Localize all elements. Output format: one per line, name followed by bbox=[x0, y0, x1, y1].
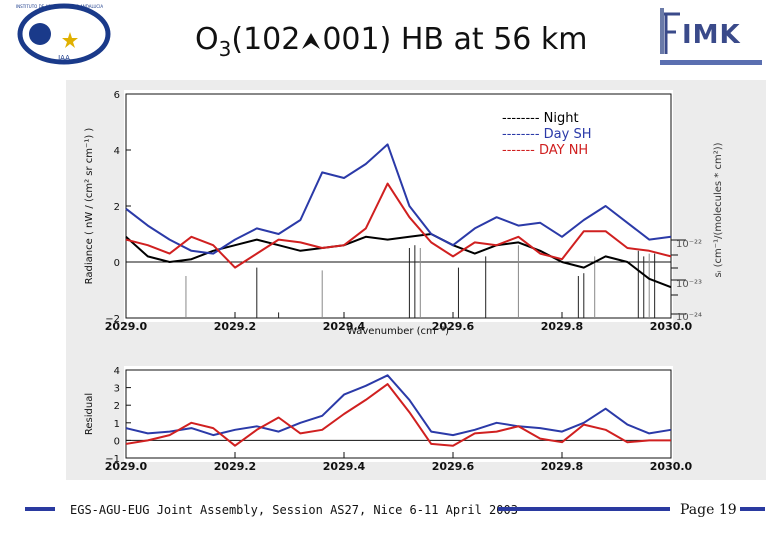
x-axis-label: Wavenumber (cm⁻¹) bbox=[347, 326, 449, 337]
y2-tick-label: 10⁻²³ bbox=[676, 279, 702, 290]
title-band-a: (102 bbox=[231, 22, 301, 57]
y-tick-label: 4 bbox=[114, 146, 120, 157]
footer-rule-left bbox=[25, 507, 55, 511]
iaa-logo: IAA INSTITUTO DE ASTROFISICA DE ANDALUCI… bbox=[6, 2, 112, 72]
x-tick-label: 2029.2 bbox=[214, 320, 256, 333]
y-tick-label: 0 bbox=[114, 436, 120, 447]
y-axis-label: Residual bbox=[84, 393, 95, 435]
y-tick-label: −1 bbox=[105, 454, 120, 465]
x-tick-label: 2029.4 bbox=[323, 320, 366, 333]
footer-citation: EGS-AGU-EUG Joint Assembly, Session AS27… bbox=[70, 503, 518, 517]
planet-icon bbox=[29, 23, 51, 45]
page-number: Page 19 bbox=[680, 502, 737, 518]
series-line-day-nh bbox=[125, 182, 672, 269]
imk-logo-underline bbox=[660, 60, 762, 65]
y-tick-label: 2 bbox=[114, 401, 120, 412]
plot-frame-1 bbox=[125, 369, 672, 459]
plot-background-1 bbox=[124, 366, 673, 462]
y-tick-label: −2 bbox=[105, 314, 120, 325]
legend-entry: -------- Day SH bbox=[502, 127, 592, 142]
imk-logo-frame bbox=[660, 8, 764, 54]
page-title: O3(102 001) HB at 56 km bbox=[195, 22, 588, 61]
legend-entry: ------- DAY NH bbox=[502, 143, 588, 158]
imk-f-icon bbox=[664, 12, 680, 54]
iaa-logo-caption: INSTITUTO DE ASTROFISICA DE ANDALUCIA bbox=[16, 4, 103, 9]
y-tick-label: 1 bbox=[114, 419, 120, 430]
plot-background-0 bbox=[124, 90, 673, 322]
x-tick-label: 2029.2 bbox=[214, 460, 256, 473]
title-band-b: 001) HB at 56 km bbox=[322, 22, 588, 57]
y-axis-label: Radiance ( nW / (cm² sr cm⁻¹) ) bbox=[84, 128, 95, 285]
y-tick-label: 0 bbox=[114, 258, 120, 269]
chart-canvas: 2029.0 2029.2 2029.4 2029.6 2029.8 2030.0 −2 0 2… bbox=[84, 90, 724, 473]
y2-axis-label: sᵢ (cm⁻¹/(molecules * cm²)) bbox=[713, 142, 724, 277]
title-molecule: O bbox=[195, 22, 219, 57]
chart-panel: 2029.0 2029.2 2029.4 2029.6 2029.8 2030.0 −2 0 2… bbox=[66, 80, 766, 480]
transition-arrow-icon bbox=[302, 32, 321, 49]
y-tick-label: 2 bbox=[114, 202, 120, 213]
legend-entry: -------- Night bbox=[502, 111, 579, 126]
y-tick-label: 4 bbox=[114, 366, 120, 377]
x-tick-label: 2030.0 bbox=[650, 320, 693, 333]
x-tick-label: 2029.4 bbox=[323, 460, 366, 473]
series-line-day-nh bbox=[125, 383, 671, 447]
title-subscript: 3 bbox=[218, 37, 232, 61]
y2-tick-label: 10⁻²² bbox=[676, 239, 702, 250]
x-tick-label: 2029.6 bbox=[432, 320, 475, 333]
imk-logo-text: IMK bbox=[682, 20, 741, 50]
footer-rule-right bbox=[740, 507, 765, 511]
iaa-logo-graphic: IAA INSTITUTO DE ASTROFISICA DE ANDALUCI… bbox=[16, 3, 111, 65]
x-tick-label: 2029.0 bbox=[105, 460, 148, 473]
series-line-day-sh bbox=[125, 374, 672, 437]
footer-rule-middle bbox=[498, 507, 670, 511]
x-tick-label: 2030.0 bbox=[650, 460, 693, 473]
y-tick-label: 3 bbox=[114, 384, 120, 395]
x-tick-label: 2029.0 bbox=[105, 320, 148, 333]
x-tick-label: 2029.8 bbox=[541, 320, 583, 333]
star-icon bbox=[62, 32, 78, 48]
iaa-logo-text: IAA bbox=[58, 54, 70, 62]
x-tick-label: 2029.6 bbox=[432, 460, 475, 473]
y-tick-label: 6 bbox=[114, 90, 120, 101]
series-line-day-sh bbox=[125, 143, 672, 255]
x-tick-label: 2029.8 bbox=[541, 460, 583, 473]
y2-tick-label: 10⁻²⁴ bbox=[676, 312, 702, 323]
imk-logo: IMK bbox=[660, 8, 762, 65]
